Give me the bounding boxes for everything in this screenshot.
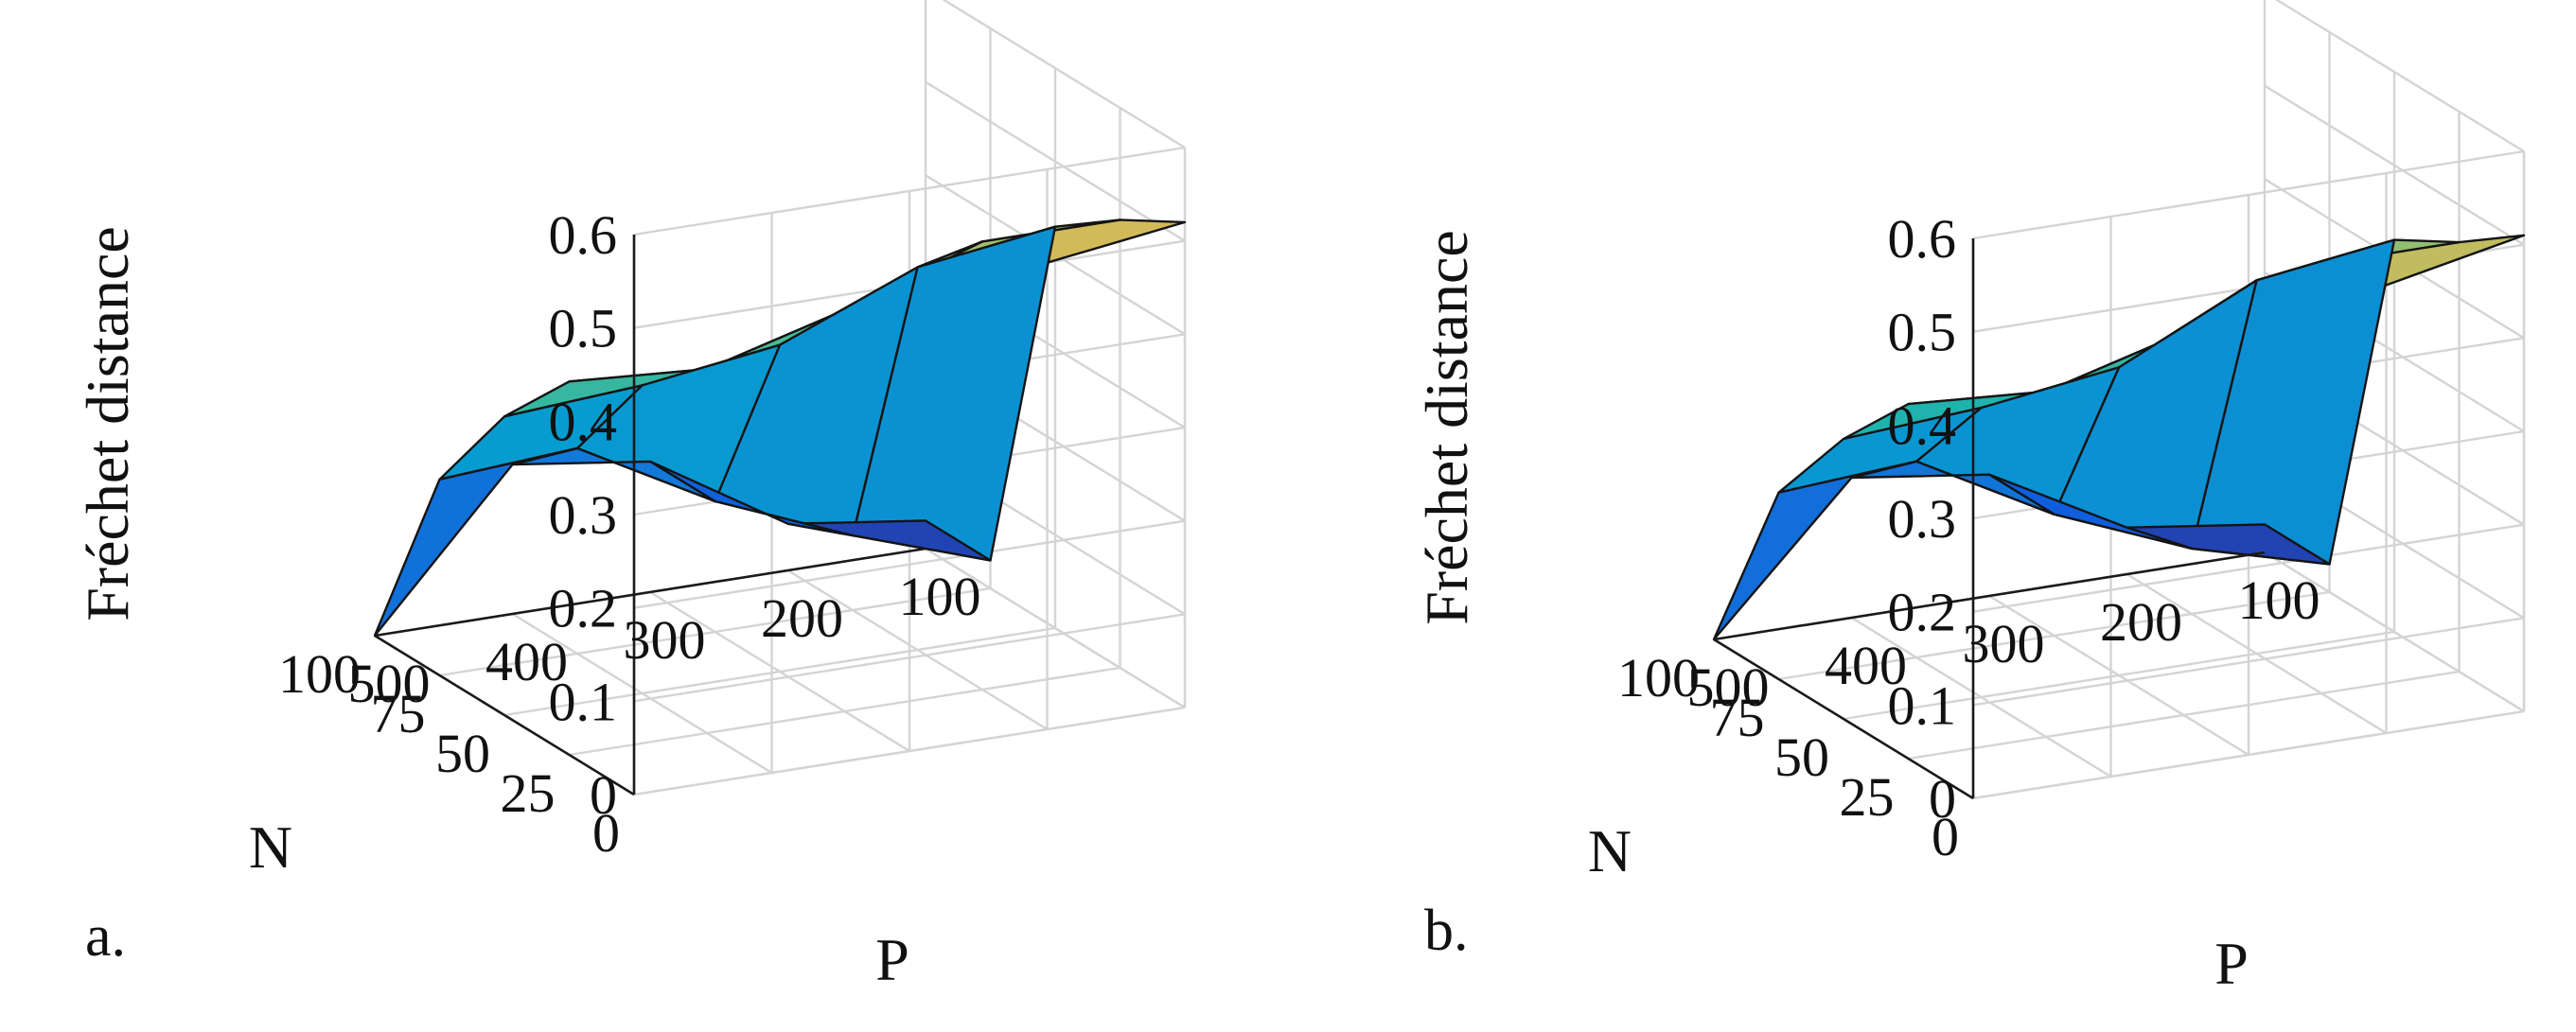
p-axis-line — [1713, 551, 2266, 641]
z-axis-label: Fréchet distance — [1413, 230, 1480, 625]
n-tick-label: 100 — [1617, 647, 1700, 708]
z-tick-label: 0.5 — [549, 298, 618, 359]
z-tick-label: 0.6 — [1888, 208, 1957, 270]
z-tick-label: 0.2 — [1888, 582, 1957, 643]
grid-line — [439, 586, 991, 677]
x-axis-label-p: P — [875, 926, 909, 993]
y-axis-label-n: N — [249, 813, 292, 881]
p-tick-label: 100 — [899, 566, 981, 627]
grid-line — [2126, 572, 2388, 735]
n-tick-label: 100 — [278, 643, 361, 705]
p-tick-label: 400 — [1825, 635, 1907, 696]
z-tick-label: 0 — [1929, 768, 1956, 830]
z-axis-label: Fréchet distance — [74, 226, 141, 621]
p-tick-label: 300 — [624, 609, 706, 671]
p-tick-label: 200 — [2100, 591, 2182, 653]
n-tick-label: 0 — [1932, 806, 1959, 867]
z-tick-label: 0.5 — [1888, 302, 1957, 363]
n-tick-label: 50 — [435, 723, 490, 784]
x-axis-label-p: P — [2214, 930, 2249, 997]
n-tick-label: 25 — [501, 762, 556, 824]
surface-patch — [373, 446, 579, 638]
z-tick-label: 0.4 — [549, 391, 618, 452]
z-tick-label: 0.2 — [549, 578, 618, 639]
z-tick-label: 0.1 — [549, 671, 618, 732]
n-tick-label: 0 — [592, 802, 620, 864]
p-tick-label: 500 — [1687, 656, 1770, 718]
n-tick-label: 75 — [371, 683, 426, 744]
y-axis-label-n: N — [1588, 817, 1632, 884]
n-tick-label: 25 — [1840, 766, 1895, 828]
grid-line — [503, 626, 1056, 717]
p-tick-label: 500 — [348, 653, 431, 714]
p-tick-label: 100 — [2238, 569, 2320, 631]
p-axis-line — [374, 547, 926, 638]
surface-patch — [1712, 460, 1918, 641]
n-axis-line — [374, 634, 635, 796]
n-axis-line — [1713, 638, 1974, 800]
p-tick-label: 400 — [485, 631, 568, 692]
z-tick-label: 0.6 — [549, 204, 618, 266]
p-tick-label: 300 — [1963, 613, 2045, 674]
z-tick-label: 0.1 — [1888, 674, 1957, 736]
n-tick-label: 50 — [1774, 726, 1829, 788]
grid-line — [1843, 630, 2395, 721]
grid-line — [786, 568, 1049, 731]
grid-line — [925, 547, 1186, 709]
z-tick-label: 0.3 — [549, 484, 618, 546]
z-tick-label: 0 — [590, 764, 617, 826]
z-tick-label: 0.3 — [1888, 488, 1957, 550]
panel-label-b: b. — [1424, 899, 1469, 963]
panel-label-a: a. — [85, 904, 126, 969]
z-tick-label: 0.4 — [1888, 394, 1957, 456]
grid-line — [2264, 551, 2525, 713]
p-tick-label: 200 — [761, 587, 843, 649]
grid-line — [1778, 590, 2330, 681]
n-tick-label: 75 — [1710, 687, 1765, 748]
